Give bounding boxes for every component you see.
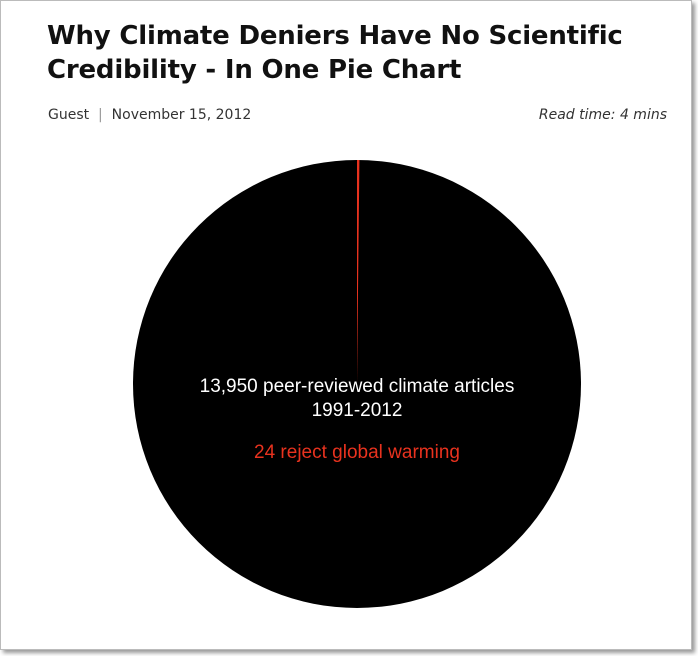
author: Guest bbox=[48, 107, 90, 123]
date: November 15, 2012 bbox=[111, 107, 252, 123]
slice-label: 24 reject global warming bbox=[254, 442, 460, 463]
total-label: 13,950 peer-reviewed climate articles bbox=[200, 376, 515, 397]
article-title: Why Climate Deniers Have No Scientific C… bbox=[47, 21, 623, 85]
pie-slice bbox=[357, 160, 360, 384]
chart-subtitle: 1991-2012 bbox=[312, 400, 403, 421]
byline: Guest | November 15, 2012 bbox=[48, 107, 252, 123]
read-time: Read time: 4 mins bbox=[538, 107, 667, 123]
chart: 24 reject global warming 13,950 peer-revi… bbox=[133, 160, 581, 608]
